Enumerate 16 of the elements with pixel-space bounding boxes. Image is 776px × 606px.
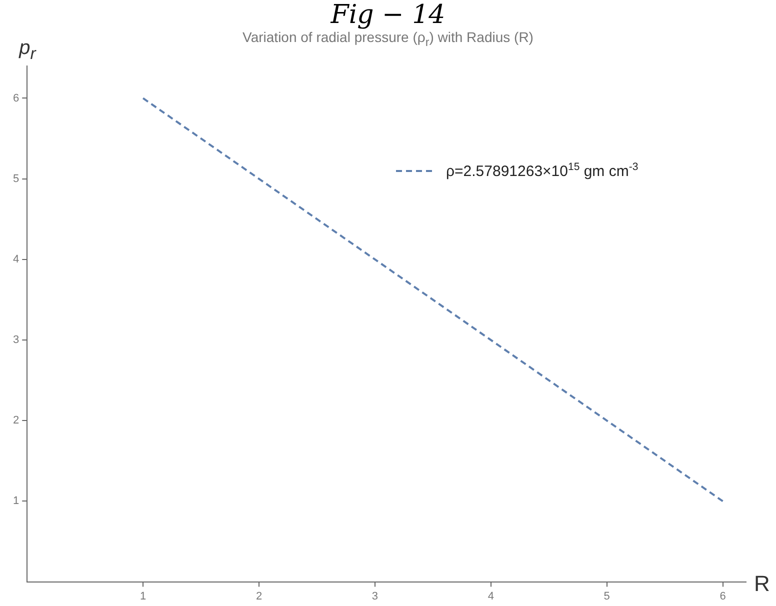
x-axis-title: R (754, 570, 770, 596)
x-tick-label: 2 (256, 590, 262, 602)
x-tick-label: 3 (372, 590, 378, 602)
x-tick-label: 4 (488, 590, 494, 602)
y-axis-title: p$_{r}$ (18, 36, 38, 65)
y-tick-label: 6 (12, 92, 20, 104)
chart-subtitle: Variation of radial pressure (ρ$_{r}$) with Radius (R) (242, 29, 534, 49)
y-tick-label: 5 (12, 172, 20, 185)
y-tick-label: 3 (12, 334, 20, 346)
x-tick-label: 6 (720, 590, 726, 602)
chart-title: Fig − 14 (329, 0, 446, 30)
x-tick-label: 1 (140, 590, 146, 602)
y-tick-label: 4 (12, 253, 20, 266)
x-tick-label: 5 (604, 590, 610, 602)
y-tick-label: 2 (12, 414, 20, 427)
y-tick-label: 1 (12, 495, 20, 508)
